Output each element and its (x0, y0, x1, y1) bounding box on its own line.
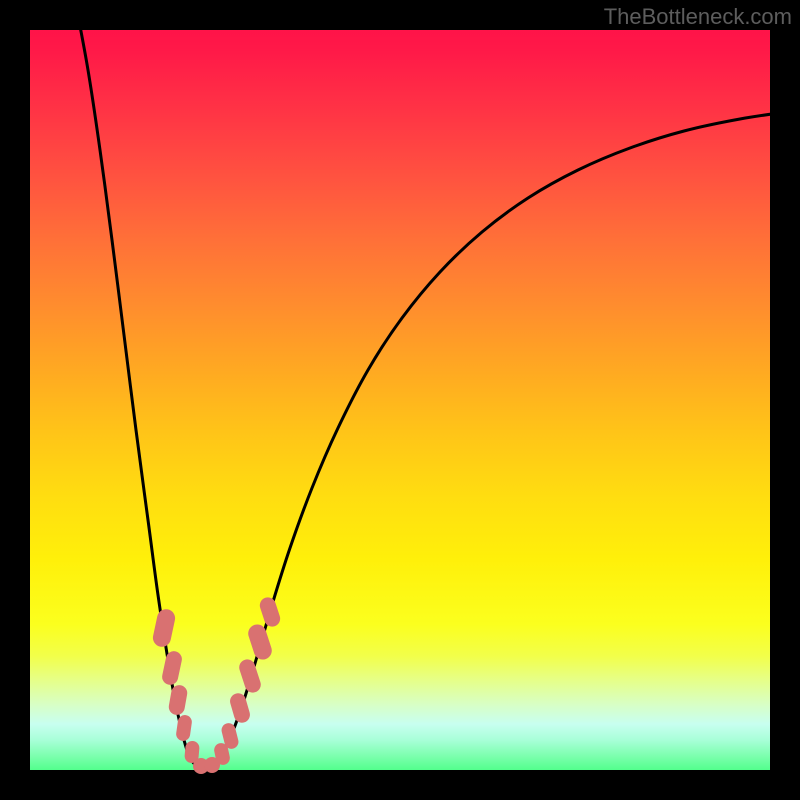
chart-canvas: TheBottleneck.com (0, 0, 800, 800)
watermark-text: TheBottleneck.com (604, 4, 792, 30)
chart-gradient-background (0, 0, 800, 800)
